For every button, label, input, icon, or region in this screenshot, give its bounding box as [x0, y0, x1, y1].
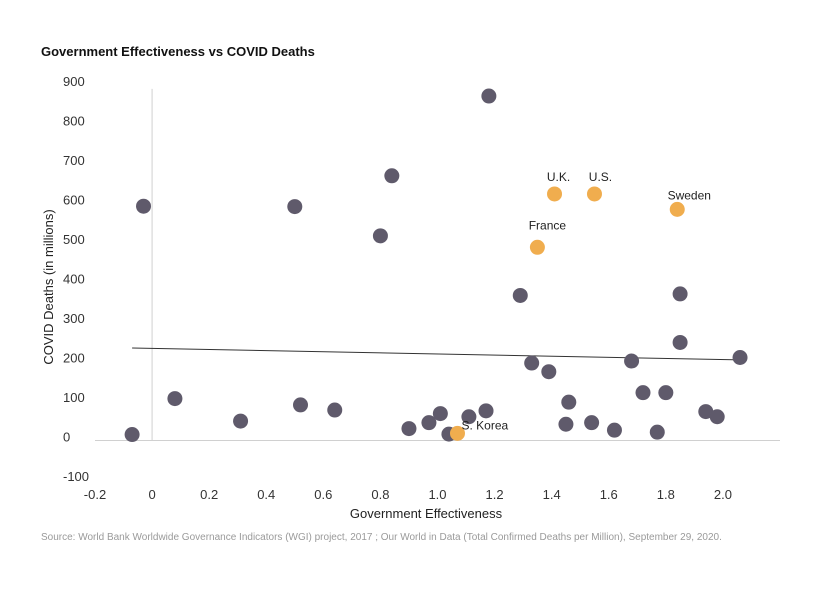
data-point [327, 402, 343, 418]
x-tick-label: 0.2 [200, 487, 218, 502]
data-point [461, 409, 477, 425]
trendline [132, 347, 741, 361]
data-point [293, 397, 308, 413]
point-label: S. Korea [461, 418, 508, 432]
data-point [287, 199, 303, 215]
point-label: France [529, 218, 567, 232]
x-tick-label: 2.0 [714, 487, 732, 502]
data-point [606, 422, 622, 438]
data-point [167, 391, 183, 407]
y-tick-label: 300 [63, 311, 85, 326]
y-tick-labels: 900 800 700 600 500 400 300 200 100 0 -100 [63, 74, 89, 484]
data-points [124, 88, 748, 443]
highlighted-data-point [529, 239, 545, 255]
y-tick-label: 0 [63, 430, 70, 445]
data-point [672, 334, 688, 350]
data-point [481, 88, 497, 104]
point-annotations: S. Korea France U.K. U.S. Sweden [461, 170, 710, 432]
data-point [124, 427, 140, 443]
x-tick-label: -0.2 [84, 487, 106, 502]
data-point [649, 424, 665, 440]
data-point [524, 355, 540, 371]
data-point [478, 403, 494, 419]
data-point [732, 350, 748, 365]
data-point [432, 406, 448, 422]
x-axis-label: Government Effectiveness [350, 506, 503, 521]
data-point [372, 228, 388, 244]
y-tick-label: 800 [63, 114, 85, 129]
highlighted-data-point [547, 186, 563, 202]
x-tick-label: 0 [148, 487, 155, 502]
x-tick-label: 1.6 [600, 487, 618, 502]
x-tick-label: 1.0 [428, 487, 446, 502]
x-tick-label: 1.2 [486, 487, 504, 502]
data-point [421, 415, 437, 431]
data-point [384, 168, 400, 184]
data-point [635, 385, 651, 401]
y-tick-label: 600 [63, 193, 85, 208]
y-axis-label: COVID Deaths (in millions) [41, 209, 56, 364]
x-tick-labels: -0.2 0 0.2 0.4 0.6 0.8 1.0 1.2 1.4 1.6 1.8 2.0 [84, 487, 732, 502]
highlighted-data-point [669, 201, 685, 217]
data-point [561, 394, 577, 410]
data-point [558, 416, 574, 432]
data-point [709, 409, 725, 425]
point-label: U.S. [589, 170, 612, 184]
point-label: U.K. [547, 170, 570, 184]
data-point [233, 413, 249, 429]
source-note: Source: World Bank Worldwide Governance … [41, 532, 722, 543]
y-tick-label: 200 [63, 351, 85, 366]
y-tick-label: -100 [63, 469, 89, 484]
chart-title: Government Effectiveness vs COVID Deaths [41, 44, 315, 59]
y-tick-label: 400 [63, 272, 85, 287]
x-tick-label: 0.8 [371, 487, 389, 502]
y-tick-label: 100 [63, 390, 85, 405]
data-point [658, 385, 674, 401]
y-tick-label: 500 [63, 232, 85, 247]
data-point [672, 286, 688, 302]
x-tick-label: 0.4 [257, 487, 275, 502]
y-tick-label: 900 [63, 74, 85, 89]
y-tick-label: 700 [63, 153, 85, 168]
x-tick-label: 1.4 [543, 487, 561, 502]
data-point [698, 404, 714, 420]
data-point [136, 198, 152, 214]
data-point [584, 415, 600, 431]
data-point [541, 364, 557, 380]
highlighted-data-point [586, 186, 602, 202]
point-label: Sweden [668, 188, 711, 202]
x-tick-label: 1.8 [657, 487, 675, 502]
highlighted-data-point [449, 425, 465, 441]
data-point [624, 353, 640, 369]
data-point [512, 287, 528, 303]
data-point [401, 421, 417, 437]
x-tick-label: 0.6 [314, 487, 332, 502]
